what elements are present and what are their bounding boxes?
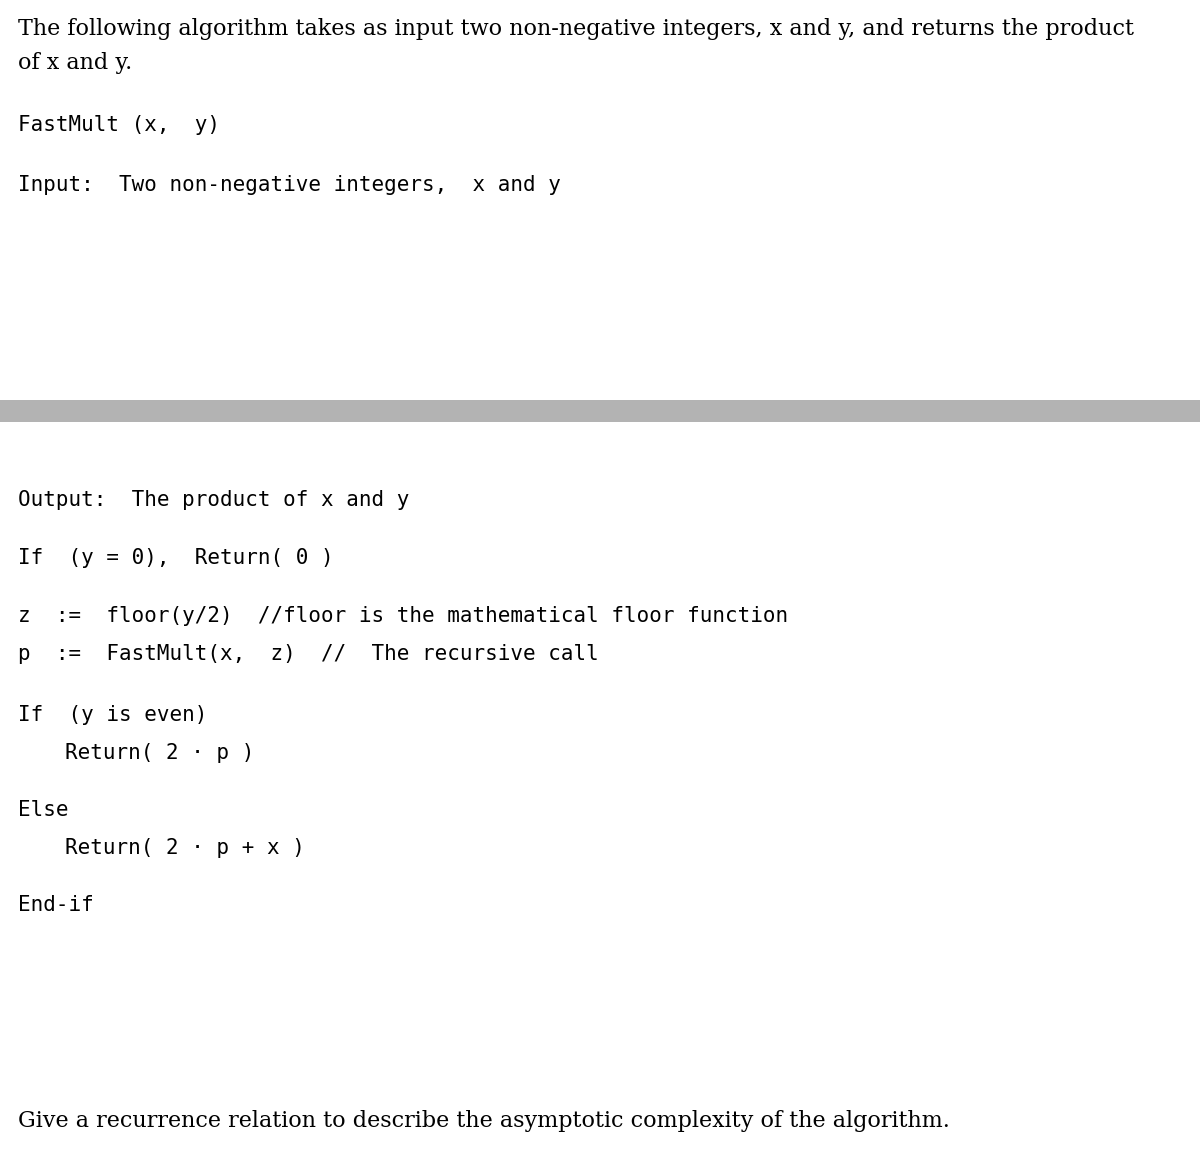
Text: Return( 2 · p ): Return( 2 · p ) — [65, 743, 254, 762]
Text: Output:  The product of x and y: Output: The product of x and y — [18, 491, 409, 510]
Text: Else: Else — [18, 799, 68, 820]
Text: FastMult (x,  y): FastMult (x, y) — [18, 115, 220, 135]
Text: Input:  Two non-negative integers,  x and y: Input: Two non-negative integers, x and … — [18, 175, 560, 196]
Text: If  (y is even): If (y is even) — [18, 705, 208, 725]
Text: of x and y.: of x and y. — [18, 52, 132, 74]
Text: If  (y = 0),  Return( 0 ): If (y = 0), Return( 0 ) — [18, 548, 334, 568]
Text: Give a recurrence relation to describe the asymptotic complexity of the algorith: Give a recurrence relation to describe t… — [18, 1110, 950, 1132]
Text: z  :=  floor(y/2)  //floor is the mathematical floor function: z := floor(y/2) //floor is the mathemati… — [18, 606, 788, 626]
Bar — [0, 400, 1200, 422]
Text: p  :=  FastMult(x,  z)  //  The recursive call: p := FastMult(x, z) // The recursive cal… — [18, 644, 599, 664]
Text: Return( 2 · p + x ): Return( 2 · p + x ) — [65, 838, 305, 858]
Text: End-if: End-if — [18, 896, 94, 915]
Text: The following algorithm takes as input two non-negative integers, x and y, and r: The following algorithm takes as input t… — [18, 19, 1134, 40]
